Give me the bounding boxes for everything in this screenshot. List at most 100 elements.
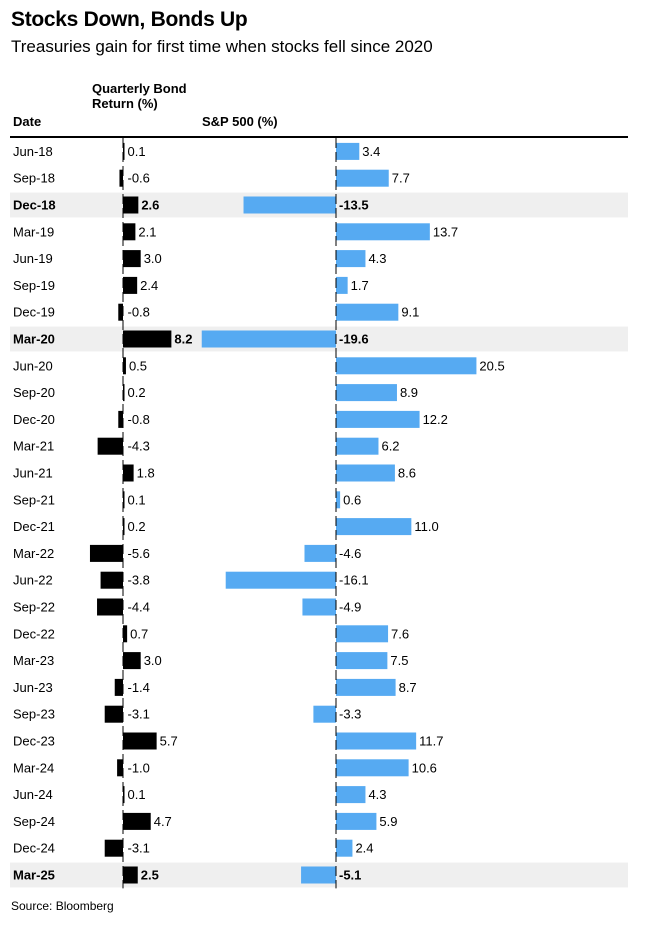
bond-value-label: 1.8 (137, 466, 155, 481)
bond-value-label: -0.8 (128, 305, 150, 320)
sp500-bar (336, 839, 353, 857)
bond-bar (100, 571, 123, 589)
bond-bar (97, 598, 123, 616)
bond-value-label: -4.4 (128, 600, 150, 615)
bond-bar (123, 357, 126, 375)
bond-bar (89, 544, 123, 562)
sp500-value-label: 20.5 (479, 358, 504, 373)
date-label: Sep-21 (13, 492, 55, 507)
sp500-value-label: -13.5 (339, 198, 369, 213)
sp500-bar (225, 571, 336, 589)
bond-bar (123, 142, 125, 160)
bond-value-label: 0.1 (128, 787, 146, 802)
sp500-bar (336, 491, 341, 509)
sp500-bar (313, 705, 336, 723)
bond-value-label: -0.8 (128, 412, 150, 427)
sp500-value-label: 6.2 (381, 439, 399, 454)
bond-bar (118, 303, 123, 321)
sp500-bar (336, 786, 366, 804)
sp500-value-label: -4.6 (339, 546, 361, 561)
bond-value-label: 0.7 (130, 626, 148, 641)
sp500-value-label: 1.7 (351, 278, 369, 293)
sp500-bar (243, 196, 336, 214)
bond-value-label: 8.2 (174, 332, 192, 347)
bond-bar (123, 652, 141, 670)
bond-bar (123, 812, 151, 830)
date-label: Dec-20 (13, 412, 55, 427)
bond-bar (123, 223, 136, 241)
bond-value-label: -1.4 (128, 680, 150, 695)
date-label: Jun-20 (13, 358, 53, 373)
date-label: Mar-25 (13, 868, 55, 883)
date-label: Sep-20 (13, 385, 55, 400)
sp500-value-label: 3.4 (362, 144, 380, 159)
sp500-bar (336, 410, 420, 428)
sp500-bar (301, 866, 336, 884)
sp500-bar (336, 169, 389, 187)
column-header-date: Date (13, 114, 42, 129)
date-label: Sep-18 (13, 171, 55, 186)
sp500-bar (336, 357, 477, 375)
sp500-value-label: 12.2 (423, 412, 448, 427)
sp500-bar (201, 330, 336, 348)
sp500-bar (336, 812, 377, 830)
bond-value-label: 2.4 (140, 278, 158, 293)
column-header-bond-return: Quarterly Bond Return (%) (92, 81, 187, 111)
date-label: Dec-19 (13, 305, 55, 320)
bond-bar (118, 410, 123, 428)
sp500-bar (304, 544, 336, 562)
bond-value-label: -1.0 (128, 760, 150, 775)
sp500-value-label: 9.1 (401, 305, 419, 320)
date-label: Mar-19 (13, 224, 54, 239)
bond-value-label: 4.7 (154, 814, 172, 829)
date-label: Jun-21 (13, 466, 53, 481)
date-label: Sep-22 (13, 600, 55, 615)
sp500-value-label: 8.9 (400, 385, 418, 400)
header-rule (10, 136, 628, 138)
sp500-bar (336, 732, 417, 750)
date-label: Mar-20 (13, 332, 55, 347)
bond-value-label: -4.3 (128, 439, 150, 454)
sp500-value-label: 4.3 (368, 251, 386, 266)
bond-value-label: 2.6 (141, 198, 159, 213)
bond-bar (114, 678, 123, 696)
bond-value-label: 0.2 (128, 385, 146, 400)
chart-title: Stocks Down, Bonds Up (11, 8, 248, 31)
date-label: Dec-18 (13, 198, 56, 213)
sp500-value-label: -4.9 (339, 600, 361, 615)
bond-bar (123, 464, 134, 482)
date-label: Dec-22 (13, 626, 55, 641)
date-label: Dec-21 (13, 519, 55, 534)
sp500-value-label: 7.5 (390, 653, 408, 668)
bond-value-label: -3.1 (128, 841, 150, 856)
date-label: Sep-23 (13, 707, 55, 722)
sp500-bar (336, 384, 397, 402)
chart-subtitle: Treasuries gain for first time when stoc… (11, 37, 433, 56)
sp500-bar (302, 598, 336, 616)
date-label: Sep-19 (13, 278, 55, 293)
sp500-bar (336, 437, 379, 455)
sp500-bar (336, 464, 395, 482)
date-label: Dec-24 (13, 841, 55, 856)
date-label: Jun-23 (13, 680, 53, 695)
bond-bar (123, 276, 138, 294)
sp500-value-label: 7.7 (392, 171, 410, 186)
date-label: Mar-24 (13, 760, 54, 775)
sp500-bar (336, 652, 388, 670)
bond-bar (97, 437, 123, 455)
sp500-value-label: 8.7 (399, 680, 417, 695)
date-label: Mar-22 (13, 546, 54, 561)
sp500-value-label: 10.6 (412, 760, 437, 775)
date-label: Mar-21 (13, 439, 54, 454)
bond-bar (123, 250, 141, 268)
bond-value-label: 2.1 (138, 224, 156, 239)
bond-bar (104, 839, 123, 857)
bond-value-label: 0.1 (128, 492, 146, 507)
bond-bar (123, 196, 139, 214)
sp500-bar (336, 223, 430, 241)
sp500-bar (336, 276, 348, 294)
sp500-value-label: -5.1 (339, 868, 361, 883)
date-label: Jun-18 (13, 144, 53, 159)
column-header-sp500: S&P 500 (%) (202, 114, 278, 129)
